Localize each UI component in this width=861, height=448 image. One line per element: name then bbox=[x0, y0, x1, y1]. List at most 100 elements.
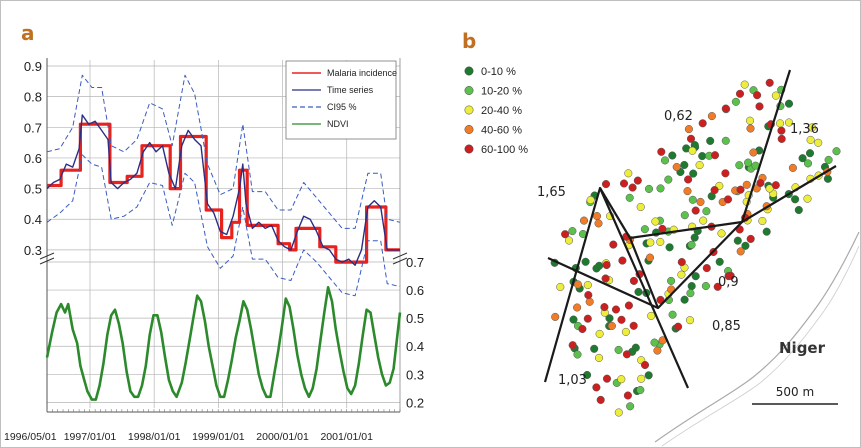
data-point-60-100- bbox=[629, 321, 638, 330]
data-point-60-100- bbox=[691, 206, 700, 215]
data-point-20-40- bbox=[807, 123, 817, 132]
data-point-60-100- bbox=[771, 181, 780, 190]
data-point-60-100- bbox=[611, 305, 621, 314]
data-point-60-100- bbox=[617, 315, 626, 324]
axis-break-left bbox=[39, 252, 55, 265]
data-point-10-20- bbox=[667, 276, 676, 285]
y-tick-label-lower: 0.7 bbox=[406, 255, 424, 270]
data-point-60-100- bbox=[756, 178, 765, 188]
data-point-60-100- bbox=[684, 175, 693, 184]
legend-class-label: 40-60 % bbox=[481, 125, 522, 137]
y-tick-label-lower: 0.4 bbox=[406, 339, 424, 354]
data-point-20-40- bbox=[656, 237, 665, 246]
panel-a-line-chart: 0.9 0.8 0.7 0.6 0.5 0.4 0.3 0.7 0.6 0.5 0.4 0.3 0.2 1… bbox=[4, 58, 424, 443]
data-point-60-100- bbox=[601, 274, 610, 283]
data-point-20-40- bbox=[695, 161, 704, 170]
y-tick-label-lower: 0.3 bbox=[406, 367, 424, 382]
data-point-60-100- bbox=[753, 91, 762, 100]
data-point-60-100- bbox=[656, 295, 665, 304]
data-point-60-100- bbox=[726, 271, 735, 280]
data-point-40-60- bbox=[742, 180, 751, 189]
legend-class-label: 60-100 % bbox=[481, 144, 528, 156]
data-point-40-60- bbox=[579, 216, 589, 225]
data-point-60-100- bbox=[633, 176, 642, 185]
data-point-20-40- bbox=[740, 80, 749, 89]
panel-letter-a: a bbox=[21, 21, 35, 45]
data-point-10-20- bbox=[803, 159, 813, 168]
data-point-20-40- bbox=[637, 374, 646, 383]
data-point-60-100- bbox=[755, 102, 764, 111]
data-point-40-60- bbox=[594, 219, 603, 228]
data-point-60-100- bbox=[623, 391, 632, 400]
data-point-10-20- bbox=[721, 136, 730, 145]
series-line-ndvi bbox=[45, 286, 402, 401]
data-point-0-10- bbox=[581, 257, 590, 266]
data-point-60-100- bbox=[619, 179, 629, 188]
data-point-0-10- bbox=[590, 344, 599, 353]
y-tick-label-upper: 0.6 bbox=[24, 151, 42, 166]
data-point-10-20- bbox=[636, 385, 645, 395]
data-point-40-60- bbox=[573, 303, 582, 312]
data-point-20-40- bbox=[803, 194, 812, 203]
data-point-60-100- bbox=[622, 350, 631, 359]
axis-break-right bbox=[392, 252, 408, 265]
data-point-0-10- bbox=[741, 241, 750, 250]
data-point-60-100- bbox=[578, 324, 587, 334]
data-point-10-20- bbox=[660, 156, 670, 165]
data-point-60-100- bbox=[618, 256, 627, 265]
y-tick-label-upper: 0.7 bbox=[24, 120, 42, 135]
data-point-0-10- bbox=[583, 370, 592, 380]
x-tick-label: 1997/01/01 bbox=[64, 431, 117, 443]
legend-class-label: 20-40 % bbox=[481, 105, 522, 117]
data-point-20-40- bbox=[636, 202, 645, 212]
data-point-60-100- bbox=[710, 151, 720, 160]
data-point-20-40- bbox=[594, 353, 604, 362]
niger-river-bank bbox=[654, 231, 860, 447]
data-point-20-40- bbox=[677, 270, 686, 279]
data-point-40-60- bbox=[696, 197, 705, 206]
data-point-20-40- bbox=[646, 238, 655, 247]
data-point-20-40- bbox=[745, 116, 755, 125]
data-point-0-10- bbox=[762, 227, 771, 236]
x-tick-label: 1998/01/01 bbox=[128, 431, 181, 443]
zone-label: 1,65 bbox=[537, 185, 566, 200]
data-point-20-40- bbox=[614, 408, 623, 417]
data-point-0-10- bbox=[823, 174, 832, 183]
legend-class-label: 10-20 % bbox=[481, 86, 522, 98]
data-point-0-10- bbox=[680, 160, 689, 170]
x-tick-label: 2001/01/01 bbox=[320, 431, 373, 443]
data-point-0-10- bbox=[733, 236, 742, 245]
data-point-20-40- bbox=[717, 229, 726, 238]
data-point-60-100- bbox=[601, 180, 611, 189]
y-tick-label-upper: 0.8 bbox=[24, 90, 42, 105]
data-point-10-20- bbox=[664, 175, 673, 184]
data-point-0-10- bbox=[690, 233, 699, 242]
river-label: Niger bbox=[779, 339, 826, 357]
legend-dot bbox=[464, 125, 474, 134]
data-point-60-100- bbox=[624, 301, 633, 310]
data-point-60-100- bbox=[723, 195, 733, 204]
series-line-ci95-lower bbox=[46, 154, 401, 297]
data-point-20-40- bbox=[624, 169, 633, 178]
zone-label: 1,03 bbox=[558, 373, 587, 388]
data-point-20-40- bbox=[814, 138, 823, 147]
data-point-60-100- bbox=[713, 282, 722, 291]
data-point-10-20- bbox=[701, 281, 710, 291]
series-line-ci95-upper bbox=[46, 74, 401, 229]
data-point-0-10- bbox=[698, 152, 707, 161]
data-point-40-60- bbox=[653, 346, 662, 355]
data-point-60-100- bbox=[674, 322, 683, 331]
data-point-60-100- bbox=[583, 314, 592, 323]
data-point-60-100- bbox=[702, 264, 711, 273]
legend-dot bbox=[464, 144, 474, 154]
data-point-60-100- bbox=[561, 230, 570, 239]
legend-dot bbox=[464, 66, 474, 76]
data-point-10-20- bbox=[680, 211, 689, 220]
legend-dot bbox=[464, 105, 474, 115]
y-tick-label-lower: 0.5 bbox=[406, 311, 424, 326]
x-tick-label: 2000/01/01 bbox=[256, 431, 309, 443]
data-point-40-60- bbox=[788, 163, 797, 172]
data-point-20-40- bbox=[586, 195, 595, 205]
panel-b-legend: 0-10 % 10-20 % 20-40 % 40-60 % 60-100 % bbox=[464, 66, 528, 156]
